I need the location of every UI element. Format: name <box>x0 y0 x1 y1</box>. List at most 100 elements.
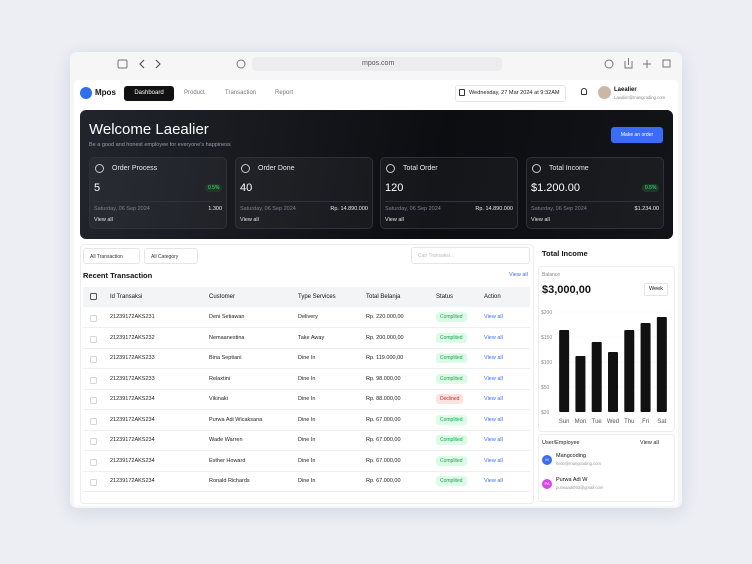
cell: Rp. 98.000,00 <box>366 375 401 382</box>
filter-select[interactable]: All Transaction <box>83 248 140 264</box>
row-action[interactable]: View all <box>484 437 503 443</box>
stat-link[interactable]: View all <box>531 217 550 223</box>
divider <box>240 201 368 202</box>
divider <box>385 201 513 202</box>
header-checkbox[interactable] <box>90 293 97 300</box>
y-tick-label: $100 <box>541 360 552 366</box>
url-text: mpos.com <box>362 60 395 67</box>
y-tick-label: $200 <box>541 310 552 316</box>
stat-link[interactable]: View all <box>94 217 113 223</box>
new-tab-icon[interactable] <box>643 60 651 68</box>
date-text: Wednesday, 27 Mar 2024 at 9:32AM <box>469 90 560 96</box>
stat-date: Saturday, 06 Sep 2024 <box>531 206 587 212</box>
row-action[interactable]: View all <box>484 416 503 423</box>
row-divider <box>83 368 530 369</box>
employee-link[interactable]: View all <box>640 440 659 446</box>
cell: Deni Setiawan <box>209 314 245 320</box>
income-chart: $20 $50 $100 $150 $200 Sun Mon Tue Wed Thu Fri Sat <box>541 310 670 425</box>
row-action[interactable]: View all <box>484 375 503 382</box>
column-header: Type Services <box>298 294 336 300</box>
cell: Vikinaki <box>209 396 228 402</box>
stat-date: Saturday, 06 Sep 2024 <box>240 206 296 212</box>
balance-amount: $3,000,00 <box>542 284 591 296</box>
user-email: Laealier@mangcoding.com <box>614 95 666 100</box>
filter-select[interactable]: All Category <box>144 248 198 264</box>
stat-badge: 0.5% <box>642 184 660 192</box>
row-checkbox[interactable] <box>90 438 97 445</box>
row-checkbox[interactable] <box>90 397 97 404</box>
stat-amount: 1.300 <box>208 206 222 212</box>
row-checkbox[interactable] <box>90 458 97 466</box>
status-badge: Complited <box>436 312 467 322</box>
status-badge: Complited <box>436 373 467 384</box>
row-action[interactable]: View all <box>484 396 503 402</box>
employee-avatar: M <box>542 455 552 465</box>
nav-tab[interactable]: Product <box>184 90 205 96</box>
stat-value: 120 <box>385 182 404 194</box>
employee-name: Mangcoding <box>556 453 586 459</box>
cell: Take Away <box>298 334 325 341</box>
stat-amount: Rp. 14.890.000 <box>475 206 513 212</box>
employee-card <box>538 434 675 502</box>
stat-amount: Rp. 14.890.000 <box>330 206 368 212</box>
x-tick-label: Mon <box>575 419 587 425</box>
bar <box>624 330 635 412</box>
row-divider <box>83 491 530 492</box>
nav-tab[interactable]: Transaction <box>225 90 257 96</box>
transactions-panel <box>80 244 534 504</box>
table-link[interactable]: View all <box>509 272 528 278</box>
bell-icon[interactable] <box>581 88 587 95</box>
balance-card <box>538 266 675 432</box>
row-action[interactable]: View all <box>484 478 503 484</box>
stat-card <box>89 157 227 229</box>
stat-icon <box>386 164 395 173</box>
status-badge: Complited <box>436 476 467 486</box>
sidebar-icon[interactable] <box>117 59 128 69</box>
search-input[interactable]: Cari Transaksi... <box>411 247 530 264</box>
cell: Delivery <box>298 314 318 320</box>
tabs-icon[interactable] <box>662 59 671 68</box>
row-checkbox[interactable] <box>90 356 97 363</box>
stat-link[interactable]: View all <box>385 217 404 223</box>
employee-title: User/Employee <box>542 440 580 446</box>
row-checkbox[interactable] <box>90 335 97 343</box>
period-button[interactable]: Week <box>644 283 668 296</box>
nav-arrows[interactable] <box>139 59 161 69</box>
nav-tab[interactable]: Dashboard <box>124 86 174 101</box>
order-button[interactable]: Make an order <box>611 127 663 143</box>
row-action[interactable]: View all <box>484 355 503 361</box>
cell: Relaxtini <box>209 375 231 382</box>
url-bar[interactable] <box>252 57 502 71</box>
cell: Dine In <box>298 396 316 402</box>
row-divider <box>83 429 530 431</box>
cell: Rp. 67.000,00 <box>366 457 401 464</box>
column-header: Status <box>436 294 454 300</box>
stat-link[interactable]: View all <box>240 217 259 223</box>
row-divider <box>83 388 530 390</box>
stat-label: Total Income <box>549 165 589 172</box>
row-action[interactable]: View all <box>484 457 503 464</box>
stat-label: Total Order <box>403 165 438 172</box>
row-checkbox[interactable] <box>90 479 97 486</box>
row-action[interactable]: View all <box>484 314 503 320</box>
cell: Rp. 67.000,00 <box>366 416 401 423</box>
divider <box>94 201 222 202</box>
row-action[interactable]: View all <box>484 334 503 341</box>
row-checkbox[interactable] <box>90 315 97 322</box>
divider <box>531 201 659 202</box>
employee-avatar: PA <box>542 479 552 489</box>
share-icon[interactable] <box>624 58 633 69</box>
cell: Dine In <box>298 416 316 423</box>
employee-name: Purwa Adi W <box>556 477 588 483</box>
row-divider <box>83 327 530 328</box>
nav-tab[interactable]: Report <box>275 90 294 96</box>
stat-amount: $1.234.00 <box>634 206 659 212</box>
stat-date: Saturday, 06 Sep 2024 <box>385 206 441 212</box>
row-checkbox[interactable] <box>90 417 97 425</box>
row-divider <box>83 409 530 410</box>
bar <box>559 330 570 412</box>
row-checkbox[interactable] <box>90 376 97 384</box>
download-icon[interactable] <box>604 59 614 69</box>
hero-title: Welcome Laealier <box>89 121 209 138</box>
